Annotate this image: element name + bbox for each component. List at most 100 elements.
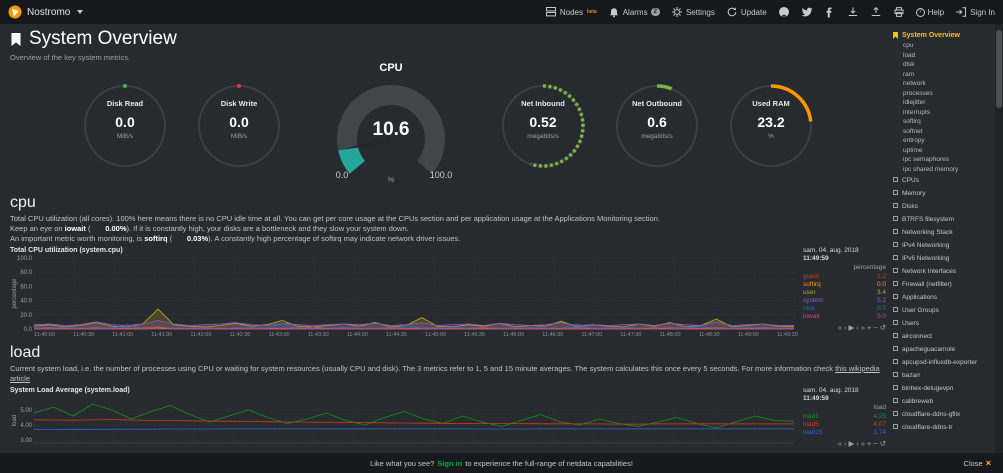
sidebar-section-disks[interactable]: Disks: [893, 200, 993, 213]
gauge-net-inbound[interactable]: Net Inbound 0.52 megabits/s: [499, 82, 587, 170]
sidebar-section-cpus[interactable]: CPUs: [893, 174, 993, 187]
gauge-cpu[interactable]: CPU 10.6 0.0 100.0%: [309, 62, 473, 190]
gauge-disk-read[interactable]: Disk Read 0.0 MiB/s: [81, 82, 169, 170]
signin-link[interactable]: Sign in: [437, 458, 463, 468]
pan-right-button[interactable]: ›: [856, 323, 859, 332]
sidebar-section-btrfs-filesystem[interactable]: BTRFS filesystem: [893, 213, 993, 226]
brand-menu[interactable]: Nostromo: [8, 5, 84, 19]
legend-item-user[interactable]: user 3.4: [803, 289, 886, 296]
sidebar-item-uptime[interactable]: uptime: [903, 146, 923, 154]
zoom-in-button[interactable]: +: [866, 323, 872, 332]
x-tick-label: 11:45:00: [424, 332, 446, 338]
legend-item-iowait[interactable]: iowait 0.0: [803, 313, 886, 320]
gauge-disk-write[interactable]: Disk Write 0.0 MiB/s: [195, 82, 283, 170]
sidebar-item-entropy[interactable]: entropy: [903, 137, 925, 144]
cpu-chart[interactable]: Total CPU utilization (system.cpu) 100.0…: [10, 247, 886, 338]
alarms-button[interactable]: Alarms 2: [608, 7, 660, 18]
pan-right-button[interactable]: ›: [856, 439, 859, 448]
legend-item-guest[interactable]: guest 1.2: [803, 273, 886, 280]
x-tick-label: 11:42:30: [229, 332, 251, 338]
pan-forward-button[interactable]: »: [860, 323, 865, 332]
settings-button[interactable]: Settings: [671, 6, 715, 18]
user-icon: [893, 320, 898, 325]
legend-date: sam. 04. aug. 2018: [803, 387, 859, 394]
sidebar-section-apacheguacamole[interactable]: apacheguacamole: [893, 343, 993, 356]
sidebar-section-network-interfaces[interactable]: Network Interfaces: [893, 265, 993, 278]
legend-item-nice[interactable]: nice 0.7: [803, 305, 886, 312]
sidebar-item-processes[interactable]: processes: [903, 89, 933, 97]
pan-left-button[interactable]: ‹: [843, 323, 847, 332]
close-banner-button[interactable]: Close ×: [964, 458, 991, 468]
reset-zoom-button[interactable]: ↺: [879, 439, 886, 448]
sidebar-item-cpu[interactable]: cpu: [903, 42, 914, 49]
legend-item-system[interactable]: system 5.2: [803, 297, 886, 304]
gauge-used-ram[interactable]: Used RAM 23.2 %: [727, 82, 815, 170]
sidebar-section-binhex-delugevpn[interactable]: binhex-delugevpn: [893, 382, 993, 395]
import-snapshot-button[interactable]: [870, 6, 882, 18]
github-button[interactable]: [778, 6, 790, 18]
gauge-unit: megabits/s: [527, 133, 559, 140]
wikipedia-link[interactable]: this wikipedia article: [10, 364, 880, 383]
sidebar-item-ipc-shared-memory[interactable]: ipc shared memory: [903, 165, 959, 173]
sidebar-item-interrupts[interactable]: interrupts: [903, 108, 931, 116]
facebook-button[interactable]: [824, 6, 836, 18]
sidebar-section-ipv4-networking[interactable]: IPv4 Networking: [893, 239, 993, 252]
sidebar-item-system-overview[interactable]: System Overview: [893, 30, 993, 41]
pan-backward-button[interactable]: «: [837, 439, 842, 448]
cube-icon: [893, 424, 898, 429]
pan-backward-button[interactable]: «: [837, 323, 842, 332]
sidebar-item-softirq[interactable]: softirq: [903, 118, 921, 125]
x-tick-label: 11:43:00: [268, 332, 290, 338]
sidebar-item-ipc-semaphores[interactable]: ipc semaphores: [903, 156, 949, 163]
sidebar-section-firewall-netfilter-[interactable]: Firewall (netfilter): [893, 278, 993, 291]
sidebar-section-calibreweb[interactable]: calibreweb: [893, 395, 993, 408]
signin-button[interactable]: Sign In: [955, 6, 995, 18]
cpu-chart-plot[interactable]: 100.0 80.0 60.0 40.0 20.0 0.0 percentage: [10, 255, 798, 331]
legend-item-load5[interactable]: load5 4.07: [803, 421, 886, 428]
help-button[interactable]: ? Help: [915, 7, 944, 17]
cloud-icon: [893, 229, 898, 234]
sidebar-section-users[interactable]: Users: [893, 317, 993, 330]
sidebar-section-cloudflare-ddns-tr[interactable]: cloudflare-ddns-tr: [893, 421, 993, 434]
bell-icon: [609, 7, 618, 17]
pan-forward-button[interactable]: »: [860, 439, 865, 448]
sidebar-item-softnet[interactable]: softnet: [903, 127, 923, 135]
load-chart[interactable]: System Load Average (system.load) 5.00 4.…: [10, 387, 886, 448]
legend-item-load15[interactable]: load15 3.74: [803, 429, 886, 436]
sidebar-section-apcupsd-influxdb-exporter[interactable]: apcupsd-influxdb-exporter: [893, 356, 993, 369]
play-button[interactable]: ▶: [848, 439, 855, 448]
play-button[interactable]: ▶: [848, 323, 855, 332]
legend-item-load1[interactable]: load1 4.25: [803, 413, 886, 420]
pan-left-button[interactable]: ‹: [843, 439, 847, 448]
folder-icon: [893, 216, 898, 221]
sidebar-item-ram[interactable]: ram: [903, 70, 915, 78]
zoom-out-button[interactable]: −: [873, 323, 878, 332]
reset-zoom-button[interactable]: ↺: [879, 323, 886, 332]
load-chart-plot[interactable]: 5.00 4.00 3.00 load: [10, 395, 798, 445]
sidebar-section-ipv6-networking[interactable]: IPv6 Networking: [893, 252, 993, 265]
sidebar-item-network[interactable]: network: [903, 80, 926, 87]
x-tick-label: 11:43:30: [307, 332, 329, 338]
scrollbar-thumb[interactable]: [996, 30, 1002, 108]
zoom-in-button[interactable]: +: [866, 439, 872, 448]
sidebar-section-bazarr[interactable]: bazarr: [893, 369, 993, 382]
gauge-label: CPU: [379, 62, 403, 74]
update-button[interactable]: Update: [726, 6, 767, 18]
export-snapshot-button[interactable]: [847, 6, 859, 18]
sidebar-item-idlejitter[interactable]: idlejitter: [903, 99, 926, 106]
print-button[interactable]: [893, 6, 905, 18]
nodes-button[interactable]: Nodes beta: [545, 6, 597, 18]
legend-item-softirq[interactable]: softirq 0.0: [803, 281, 886, 288]
sidebar-section-cloudflare-ddns-gflix[interactable]: cloudflare-ddns-gflix: [893, 408, 993, 421]
sidebar-section-applications[interactable]: Applications: [893, 291, 993, 304]
sidebar-item-disk[interactable]: disk: [903, 61, 915, 68]
sidebar-item-load[interactable]: load: [903, 51, 916, 59]
sidebar-section-networking-stack[interactable]: Networking Stack: [893, 226, 993, 239]
gauge-net-outbound[interactable]: Net Outbound 0.6 megabits/s: [613, 82, 701, 170]
page-scrollbar[interactable]: [995, 24, 1003, 473]
zoom-out-button[interactable]: −: [873, 439, 878, 448]
sidebar-section-airconnect[interactable]: airconnect: [893, 330, 993, 343]
twitter-button[interactable]: [801, 6, 813, 18]
sidebar-section-memory[interactable]: Memory: [893, 187, 993, 200]
sidebar-section-user-groups[interactable]: User Groups: [893, 304, 993, 317]
